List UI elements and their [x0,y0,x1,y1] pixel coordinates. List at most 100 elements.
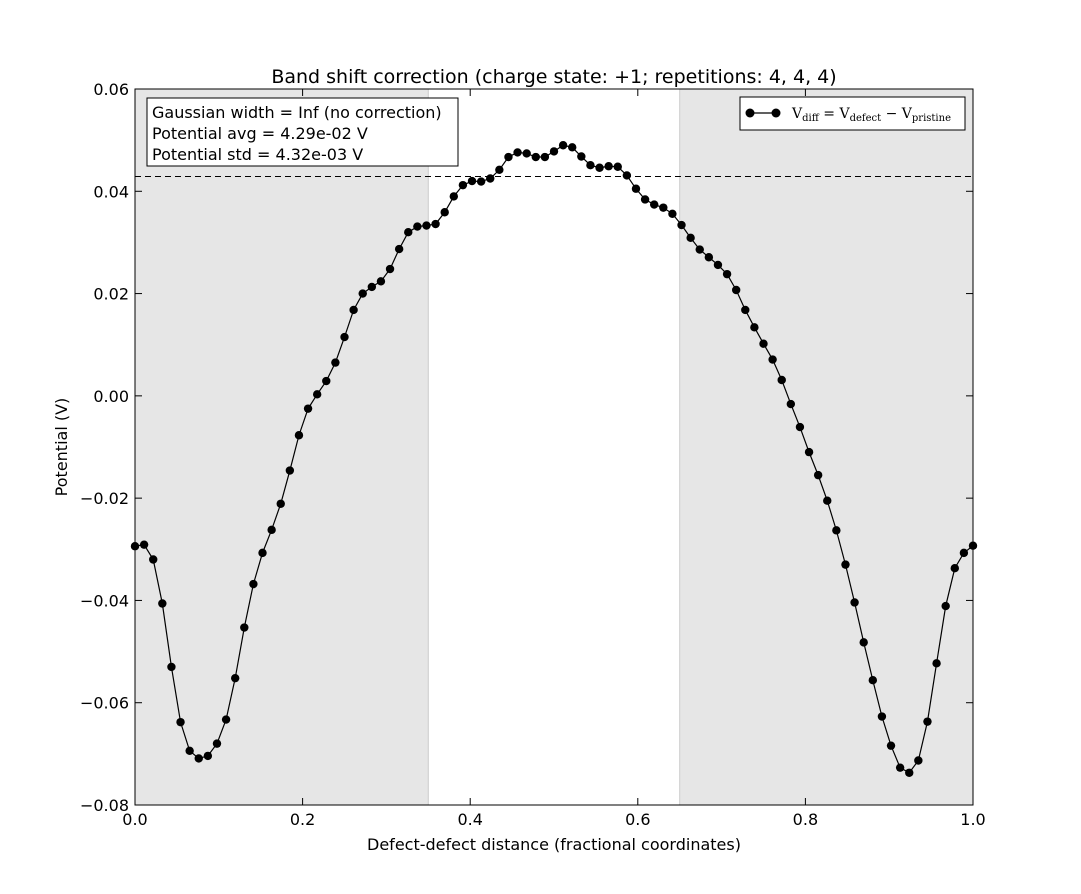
data-point [622,171,632,180]
data-point [394,244,404,254]
x-tick-label: 1.0 [960,810,985,829]
legend-marker-right [771,108,781,118]
data-point [385,264,395,274]
data-point [240,623,249,632]
data-point [895,763,905,772]
data-point [823,496,832,505]
data-point [504,152,513,162]
data-point [331,358,340,367]
y-tick-label: 0.04 [93,182,129,201]
data-point [686,233,695,243]
data-point [376,277,386,286]
x-tick-label: 0.4 [457,810,482,829]
data-point [568,143,577,152]
data-point [659,203,668,212]
data-point [358,289,367,298]
data-point [959,548,969,558]
x-axis-ticks: 0.0 0.2 0.4 0.6 0.8 1.0 [122,89,986,829]
data-point [695,245,704,254]
data-point [859,638,868,647]
data-point [586,161,595,170]
data-point [431,219,440,229]
data-point [249,579,258,589]
data-point [404,228,413,237]
data-point [604,162,613,171]
legend-eq: = V [819,106,851,122]
data-point [886,741,896,750]
data-point [312,390,322,399]
data-point [149,555,158,564]
data-point [768,355,777,364]
data-point [731,285,741,295]
data-point [923,717,932,726]
data-point [340,332,349,342]
data-point [941,601,950,611]
data-point [841,560,850,569]
data-point [877,712,887,721]
data-point [704,253,714,262]
data-point [577,152,586,161]
data-point [750,323,759,332]
info-potential-std: Potential std = 4.32e-03 V [152,145,363,164]
data-point [476,177,486,186]
data-point [349,305,358,315]
data-point [176,717,185,727]
y-tick-label: −0.08 [80,796,129,815]
data-point [868,676,878,685]
x-tick-label: 0.2 [290,810,315,829]
data-point [467,176,477,186]
y-tick-label: 0.06 [93,80,129,99]
x-tick-label: 0.6 [625,810,650,829]
data-point [221,715,231,724]
data-point [185,746,194,755]
y-tick-label: −0.04 [80,591,129,610]
data-point [203,751,213,761]
data-point [850,598,859,607]
data-point [522,149,531,158]
data-point [668,209,677,218]
data-point [276,499,285,508]
info-potential-avg: Potential avg = 4.29e-02 V [152,124,368,143]
legend-v: V [791,106,803,122]
legend-marker-left [745,108,755,118]
data-point [540,152,550,162]
data-point [294,431,304,440]
data-point [367,282,377,292]
legend-sub-defect: defect [850,113,882,124]
y-tick-label: −0.06 [80,694,129,713]
data-point [905,768,914,777]
data-point [813,470,823,480]
data-point [158,599,167,608]
data-point [531,152,540,162]
x-tick-label: 0.8 [793,810,818,829]
shaded-region-1 [135,89,429,805]
y-axis-label: Potential (V) [52,398,71,497]
plot-frame [134,88,974,806]
data-point [786,399,796,409]
y-tick-label: −0.02 [80,489,129,508]
data-point [759,339,768,348]
data-point [267,525,276,535]
y-axis-ticks: 0.06 0.04 0.02 0.00 −0.02 −0.04 −0.06 −0.08 [80,80,973,815]
data-point [722,269,732,279]
data-point [950,564,959,573]
x-axis-label: Defect-defect distance (fractional coord… [367,835,741,854]
data-point [449,192,459,201]
info-gaussian-width: Gaussian width = Inf (no correction) [152,103,442,122]
data-point [741,305,750,315]
data-point [549,147,559,156]
data-point [495,165,504,175]
data-point [167,662,176,672]
data-point [631,184,641,193]
data-point [231,673,240,683]
data-point [440,208,449,217]
data-point [677,220,686,230]
data-point [413,222,422,231]
data-point [212,739,222,748]
data-point [513,148,522,157]
data-point [558,141,568,150]
data-point [832,526,841,535]
legend-sub-pristine: pristine [912,113,951,124]
data-point [795,422,805,432]
